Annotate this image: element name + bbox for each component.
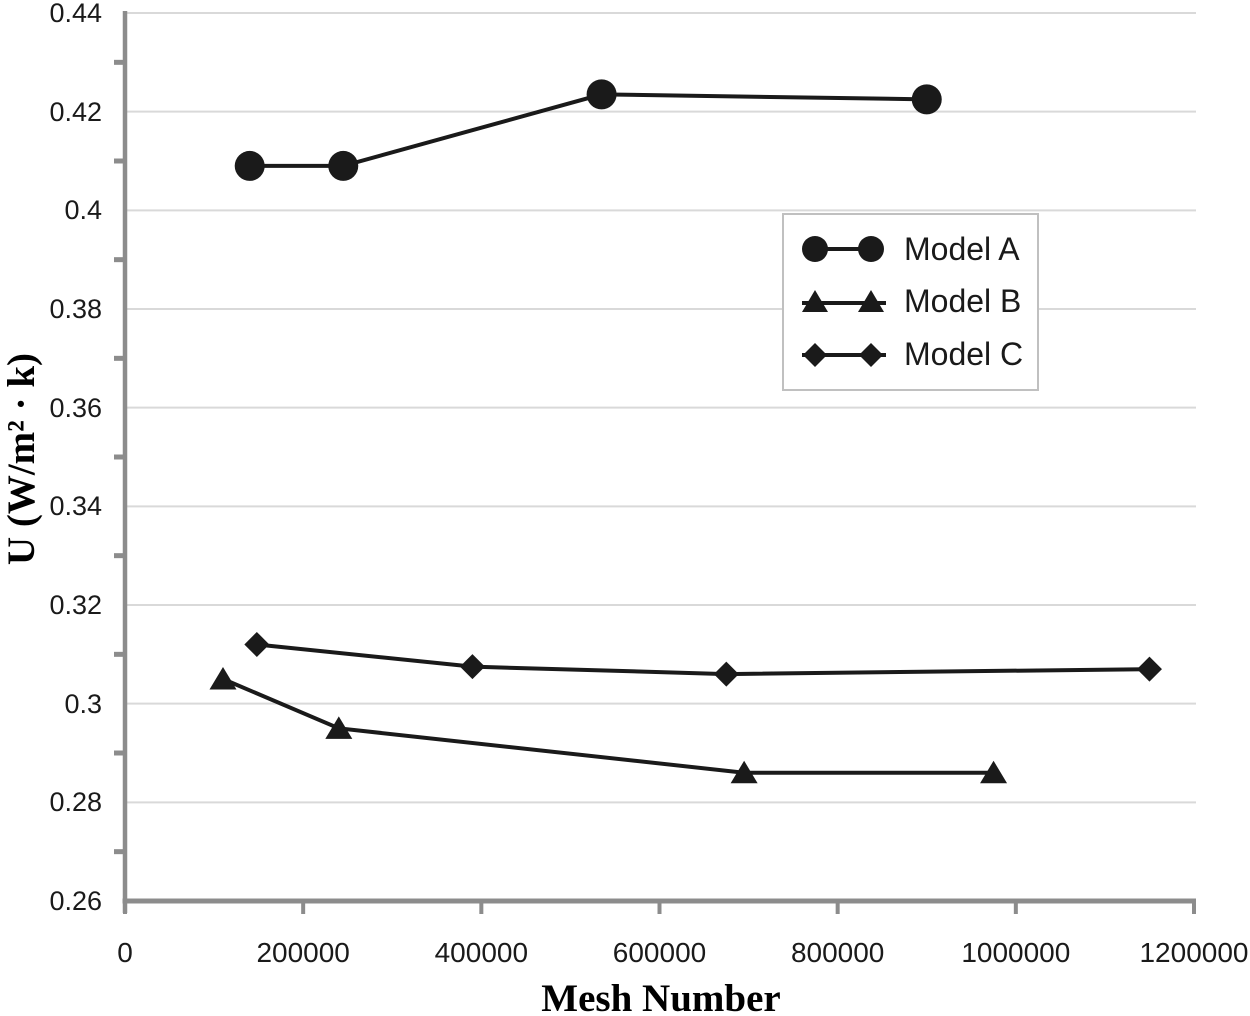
- legend-entry-model-b: Model B: [800, 277, 1037, 327]
- series-line-model-c: [256, 642, 1150, 677]
- y-tick-label-0.36: 0.36: [49, 392, 102, 423]
- legend-entry-model-c: Model C: [800, 330, 1037, 380]
- marker-model-c-3: [1136, 656, 1162, 682]
- legend-label-model-b: Model B: [904, 283, 1022, 320]
- marker-model-a-3: [911, 84, 942, 115]
- x-tick-label-400000: 400000: [434, 937, 529, 968]
- x-tick-label-800000: 800000: [790, 937, 885, 968]
- legend-entry-model-a: Model A: [800, 224, 1037, 274]
- marker-model-c-1: [459, 654, 485, 680]
- marker-model-c-2: [713, 661, 739, 687]
- legend: Model A Model B Model C: [782, 213, 1039, 391]
- y-tick-label-0.38: 0.38: [49, 294, 102, 324]
- legend-label-model-a: Model A: [904, 230, 1020, 267]
- marker-model-a-0: [234, 150, 265, 181]
- legend-circle-marker-icon: [802, 236, 884, 263]
- marker-model-a-2: [586, 79, 617, 110]
- y-axis-title: U (W/m² · k): [0, 352, 43, 566]
- marker-model-c-0: [244, 631, 270, 657]
- x-axis-title: Mesh Number: [541, 977, 781, 1016]
- legend-label-model-c: Model C: [904, 336, 1024, 373]
- y-tick-label-0.26: 0.26: [49, 886, 102, 916]
- y-tick-label-0.42: 0.42: [49, 96, 102, 127]
- x-tick-label-1000000: 1000000: [961, 937, 1071, 968]
- marker-model-b-0: [209, 667, 237, 690]
- y-tick-label-0.32: 0.32: [49, 590, 102, 620]
- marker-model-a-1: [328, 150, 359, 181]
- y-tick-label-0.34: 0.34: [49, 491, 102, 522]
- x-tick-label-1200000: 1200000: [1139, 937, 1249, 968]
- y-tick-label-0.44: 0.44: [49, 0, 102, 28]
- y-tick-label-0.4: 0.4: [64, 195, 102, 226]
- marker-model-b-2: [730, 760, 758, 784]
- marker-model-b-3: [980, 760, 1008, 784]
- series-line-model-a: [249, 92, 927, 168]
- legend-diamond-marker-icon: [802, 342, 886, 367]
- legend-triangle-marker-icon: [802, 289, 886, 312]
- x-tick-label-0: 0: [117, 937, 133, 968]
- series-line-model-b: [222, 677, 994, 775]
- y-tick-label-0.28: 0.28: [49, 787, 102, 818]
- marker-model-b-1: [325, 716, 353, 739]
- x-tick-label-200000: 200000: [256, 937, 350, 968]
- x-tick-label-600000: 600000: [612, 937, 707, 968]
- y-tick-label-0.3: 0.3: [64, 688, 102, 719]
